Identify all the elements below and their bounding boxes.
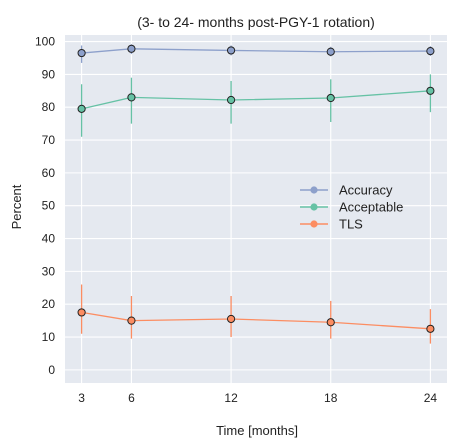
- y-tick-label: 100: [35, 35, 55, 49]
- data-point-acceptable: [226, 95, 236, 105]
- data-point-acceptable: [426, 86, 435, 95]
- data-point-acceptable: [77, 104, 86, 113]
- data-point-tls: [326, 318, 335, 327]
- x-tick-label: 12: [224, 391, 238, 405]
- x-tick-label: 6: [128, 391, 135, 405]
- x-tick-label: 18: [324, 391, 338, 405]
- y-tick-label: 60: [42, 166, 56, 180]
- y-tick-label: 0: [48, 363, 55, 377]
- data-point-tls: [127, 316, 136, 325]
- x-tick-label: 3: [78, 391, 85, 405]
- x-tick-label: 24: [424, 391, 438, 405]
- legend-marker-tls: [310, 220, 318, 228]
- y-tick-label: 80: [42, 100, 56, 114]
- legend-marker-acceptable: [310, 203, 318, 211]
- data-point-accuracy: [77, 48, 86, 58]
- data-point-acceptable: [326, 93, 335, 103]
- y-tick-label: 20: [42, 297, 56, 311]
- y-axis-label: Percent: [9, 184, 24, 229]
- x-axis-label: Time [months]: [216, 423, 298, 438]
- legend-label-acceptable: Acceptable: [339, 200, 403, 215]
- chart-title: (3- to 24- months post-PGY-1 rotation): [137, 14, 375, 30]
- y-tick-label: 10: [42, 330, 56, 344]
- plot-background: [65, 35, 447, 383]
- y-tick-label: 40: [42, 232, 56, 246]
- y-tick-label: 50: [42, 199, 56, 213]
- data-point-tls: [226, 314, 236, 324]
- legend-label-accuracy: Accuracy: [339, 183, 393, 198]
- legend-label-tls: TLS: [339, 217, 363, 232]
- y-tick-label: 30: [42, 264, 56, 278]
- data-point-accuracy: [326, 47, 335, 56]
- y-tick-label: 70: [42, 133, 56, 147]
- data-point-accuracy: [226, 46, 236, 55]
- data-point-tls: [426, 324, 435, 333]
- data-point-acceptable: [127, 93, 136, 102]
- data-point-tls: [77, 308, 86, 317]
- data-point-accuracy: [127, 44, 136, 53]
- y-tick-label: 90: [42, 67, 56, 81]
- data-point-accuracy: [426, 46, 435, 56]
- legend-marker-accuracy: [310, 186, 318, 194]
